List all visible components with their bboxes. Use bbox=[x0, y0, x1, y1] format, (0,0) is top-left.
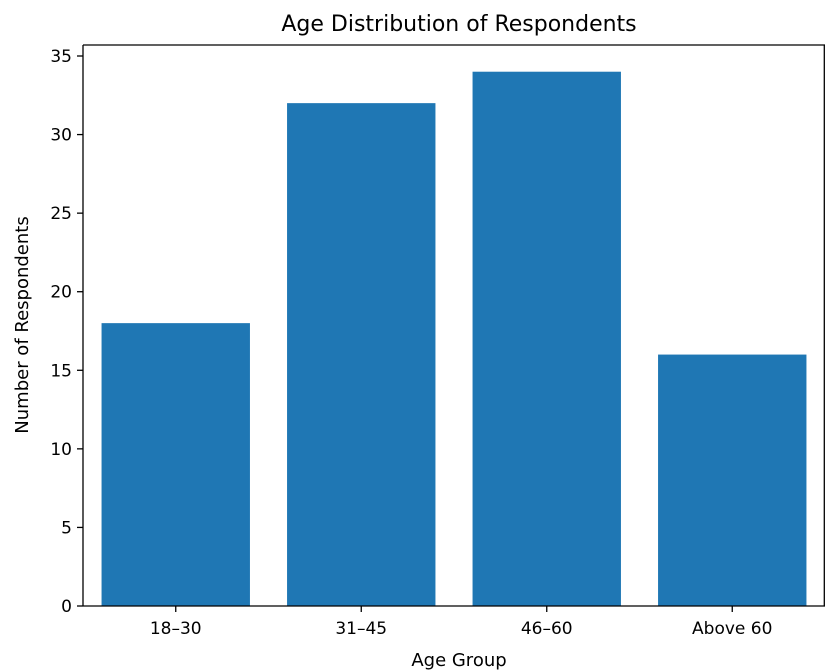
y-tick-label: 30 bbox=[50, 126, 72, 146]
bar bbox=[658, 354, 807, 606]
x-tick-label: 18–30 bbox=[150, 619, 202, 639]
x-tick-label: 46–60 bbox=[521, 619, 573, 639]
y-tick-label: 10 bbox=[50, 440, 72, 460]
y-tick-label: 15 bbox=[50, 361, 72, 381]
y-tick-label: 0 bbox=[61, 597, 72, 617]
y-tick-label: 5 bbox=[61, 518, 72, 538]
y-axis-label: Number of Respondents bbox=[12, 216, 33, 433]
bar bbox=[287, 103, 436, 606]
bar bbox=[101, 323, 250, 606]
x-tick-label: Above 60 bbox=[692, 619, 772, 639]
x-tick-label: 31–45 bbox=[335, 619, 387, 639]
bar bbox=[472, 71, 621, 606]
x-axis-label: Age Group bbox=[411, 650, 506, 671]
axes-frame bbox=[82, 44, 825, 607]
y-tick-label: 35 bbox=[50, 47, 72, 67]
y-tick-label: 20 bbox=[50, 283, 72, 303]
bars-group bbox=[101, 71, 807, 606]
y-axis-ticks: 0 5 10 15 20 25 30 35 bbox=[50, 47, 83, 617]
x-axis-ticks: 18–30 31–45 46–60 Above 60 bbox=[150, 606, 772, 639]
chart-title: Age Distribution of Respondents bbox=[281, 12, 636, 37]
y-tick-label: 25 bbox=[50, 204, 72, 224]
